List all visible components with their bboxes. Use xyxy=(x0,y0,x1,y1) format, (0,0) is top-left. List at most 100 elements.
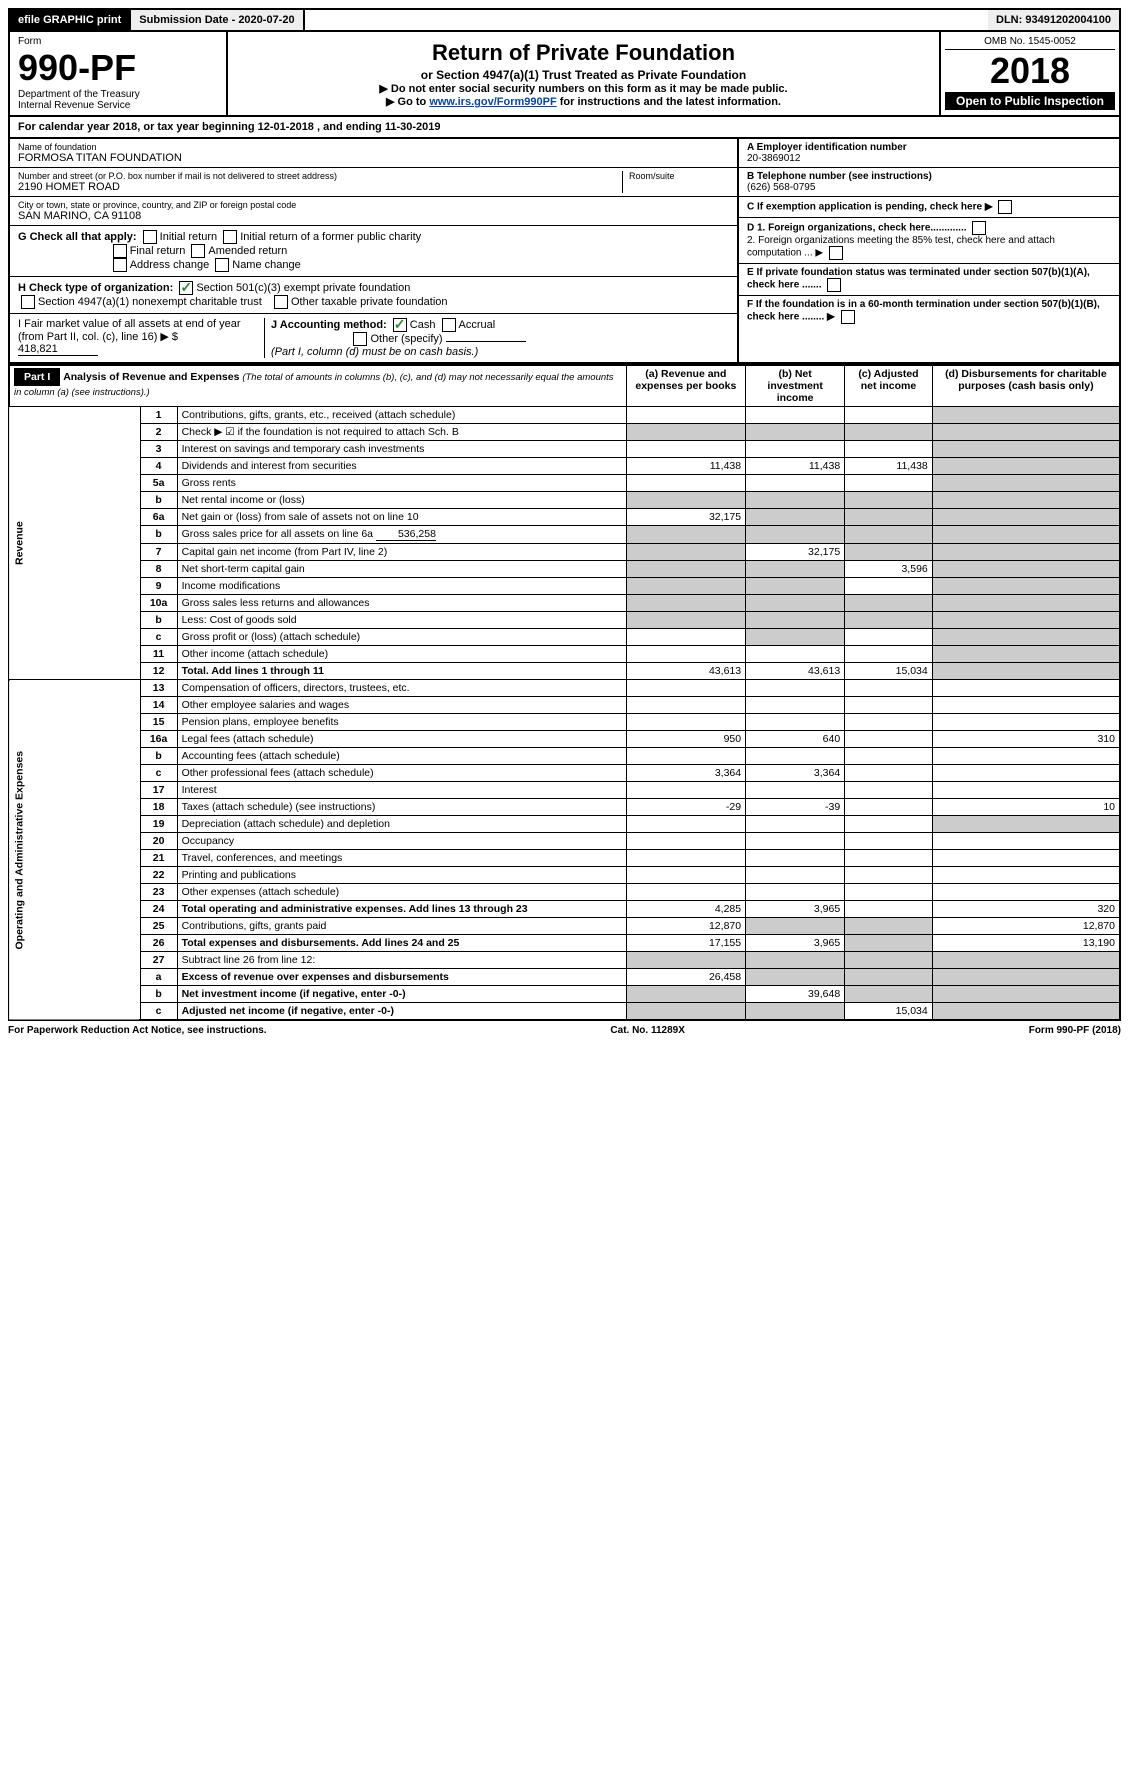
cell-a xyxy=(626,748,746,765)
form-subtitle: or Section 4947(a)(1) Trust Treated as P… xyxy=(234,68,933,82)
j-label: J Accounting method: xyxy=(271,319,387,331)
cell-c xyxy=(845,901,933,918)
table-row: 18Taxes (attach schedule) (see instructi… xyxy=(9,799,1120,816)
4947-checkbox[interactable] xyxy=(21,295,35,309)
501c3-checkbox[interactable] xyxy=(179,281,193,295)
cell-c xyxy=(845,492,933,509)
foreign-85-checkbox[interactable] xyxy=(829,246,843,260)
dept: Department of the Treasury xyxy=(18,89,218,100)
line-number: b xyxy=(140,612,177,629)
cell-b xyxy=(746,475,845,492)
form-title: Return of Private Foundation xyxy=(234,40,933,66)
cash-checkbox[interactable] xyxy=(393,318,407,332)
cell-c xyxy=(845,918,933,935)
cell-b xyxy=(746,509,845,526)
cell-a: 4,285 xyxy=(626,901,746,918)
line-description: Other expenses (attach schedule) xyxy=(177,884,626,901)
i-label: I Fair market value of all assets at end… xyxy=(18,318,241,343)
cell-d xyxy=(932,475,1120,492)
table-row: bGross sales price for all assets on lin… xyxy=(9,526,1120,544)
cell-b xyxy=(746,526,845,544)
cell-c xyxy=(845,799,933,816)
cell-d xyxy=(932,952,1120,969)
line-number: b xyxy=(140,492,177,509)
cell-d xyxy=(932,748,1120,765)
foreign-org-checkbox[interactable] xyxy=(972,221,986,235)
line-number: a xyxy=(140,969,177,986)
table-row: 9Income modifications xyxy=(9,578,1120,595)
line-number: c xyxy=(140,629,177,646)
d2-label: 2. Foreign organizations meeting the 85%… xyxy=(747,235,1055,259)
cell-b xyxy=(746,492,845,509)
line-number: 6a xyxy=(140,509,177,526)
line-number: 11 xyxy=(140,646,177,663)
line-description: Check ▶ ☑ if the foundation is not requi… xyxy=(177,424,626,441)
cell-b xyxy=(746,952,845,969)
cell-d xyxy=(932,595,1120,612)
cell-c: 3,596 xyxy=(845,561,933,578)
section-h: H Check type of organization: Section 50… xyxy=(10,277,737,314)
expenses-vlabel: Operating and Administrative Expenses xyxy=(9,680,140,1021)
60-month-checkbox[interactable] xyxy=(841,310,855,324)
form-header: Form 990-PF Department of the Treasury I… xyxy=(8,32,1121,117)
line-description: Excess of revenue over expenses and disb… xyxy=(177,969,626,986)
street-address: 2190 HOMET ROAD xyxy=(18,181,622,193)
opt-final: Final return xyxy=(130,245,186,257)
cell-b xyxy=(746,969,845,986)
line-description: Other professional fees (attach schedule… xyxy=(177,765,626,782)
cell-d xyxy=(932,680,1120,697)
table-row: aExcess of revenue over expenses and dis… xyxy=(9,969,1120,986)
cell-a xyxy=(626,867,746,884)
other-taxable-checkbox[interactable] xyxy=(274,295,288,309)
line-description: Gross rents xyxy=(177,475,626,492)
line-number: 1 xyxy=(140,407,177,424)
cell-a xyxy=(626,595,746,612)
cell-d xyxy=(932,850,1120,867)
col-c-header: (c) Adjusted net income xyxy=(845,365,933,407)
cell-b: 3,965 xyxy=(746,901,845,918)
final-return-checkbox[interactable] xyxy=(113,244,127,258)
cell-b xyxy=(746,1003,845,1021)
line-number: 13 xyxy=(140,680,177,697)
cell-d xyxy=(932,612,1120,629)
table-row: 12Total. Add lines 1 through 1143,61343,… xyxy=(9,663,1120,680)
page-footer: For Paperwork Reduction Act Notice, see … xyxy=(8,1021,1121,1040)
cell-d xyxy=(932,578,1120,595)
cell-a: 43,613 xyxy=(626,663,746,680)
line-number: b xyxy=(140,748,177,765)
accrual-checkbox[interactable] xyxy=(442,318,456,332)
table-row: 21Travel, conferences, and meetings xyxy=(9,850,1120,867)
f-label: F If the foundation is in a 60-month ter… xyxy=(747,299,1100,323)
cell-d: 10 xyxy=(932,799,1120,816)
line-description: Total operating and administrative expen… xyxy=(177,901,626,918)
opt-namechg: Name change xyxy=(232,259,301,271)
cell-a xyxy=(626,561,746,578)
status-terminated-checkbox[interactable] xyxy=(827,278,841,292)
cell-c xyxy=(845,424,933,441)
line-number: 24 xyxy=(140,901,177,918)
ein-value: 20-3869012 xyxy=(747,153,800,164)
opt-4947: Section 4947(a)(1) nonexempt charitable … xyxy=(38,296,262,308)
name-change-checkbox[interactable] xyxy=(215,258,229,272)
cell-c xyxy=(845,867,933,884)
instructions-link[interactable]: www.irs.gov/Form990PF xyxy=(429,96,556,108)
other-method-checkbox[interactable] xyxy=(353,332,367,346)
cell-c xyxy=(845,578,933,595)
table-row: 15Pension plans, employee benefits xyxy=(9,714,1120,731)
table-row: bAccounting fees (attach schedule) xyxy=(9,748,1120,765)
line-description: Depreciation (attach schedule) and deple… xyxy=(177,816,626,833)
cell-b xyxy=(746,918,845,935)
line-description: Gross sales less returns and allowances xyxy=(177,595,626,612)
cell-c xyxy=(845,526,933,544)
line-description: Printing and publications xyxy=(177,867,626,884)
e-label: E If private foundation status was termi… xyxy=(747,267,1090,291)
table-row: 25Contributions, gifts, grants paid12,87… xyxy=(9,918,1120,935)
exemption-pending-checkbox[interactable] xyxy=(998,200,1012,214)
tel-value: (626) 568-0795 xyxy=(747,182,815,193)
line-number: c xyxy=(140,765,177,782)
initial-former-checkbox[interactable] xyxy=(223,230,237,244)
initial-return-checkbox[interactable] xyxy=(143,230,157,244)
amended-checkbox[interactable] xyxy=(191,244,205,258)
address-change-checkbox[interactable] xyxy=(113,258,127,272)
cell-b: -39 xyxy=(746,799,845,816)
